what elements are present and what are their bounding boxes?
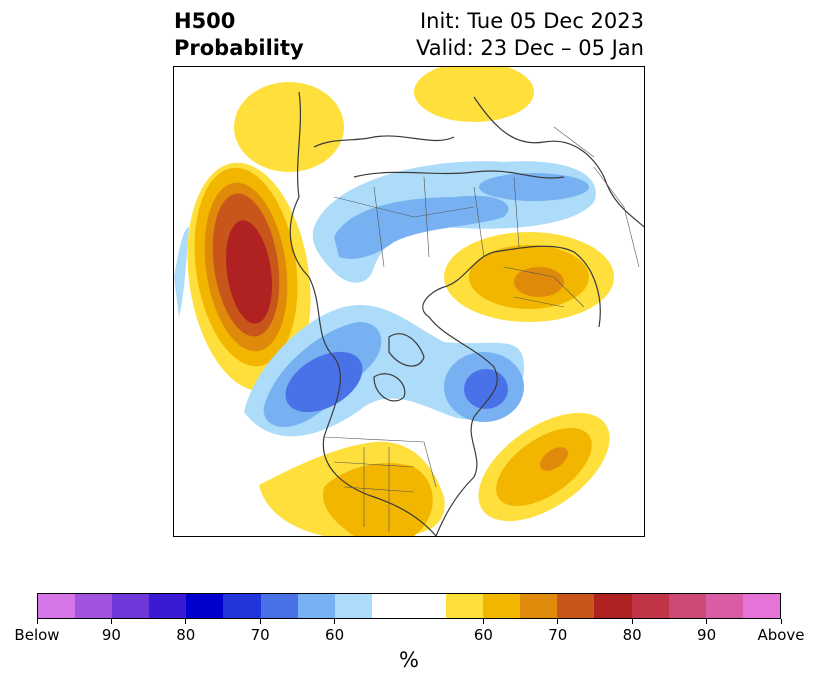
colorbar-tick <box>259 619 261 624</box>
political-borders <box>323 126 640 532</box>
colorbar-segment <box>75 594 113 618</box>
map-canvas <box>174 67 644 536</box>
eurasia-below-anomaly <box>312 161 596 283</box>
colorbar-segment <box>446 594 484 618</box>
colorbar-tick <box>110 619 112 624</box>
colorbar-tick <box>185 619 187 624</box>
colorbar-segment <box>371 594 409 618</box>
us-south-above-anomaly <box>259 441 445 536</box>
valid-date-range: Valid: 23 Dec – 05 Jan <box>415 36 644 60</box>
colorbar-segment <box>38 594 76 618</box>
colorbar-tick-label: Below <box>14 626 60 644</box>
colorbar-unit-label: % <box>399 648 419 672</box>
colorbar-tick <box>482 619 484 624</box>
colorbar-segment <box>594 594 632 618</box>
colorbar-segment <box>223 594 261 618</box>
date-info: Init: Tue 05 Dec 2023 Valid: 23 Dec – 05… <box>416 8 644 62</box>
colorbar <box>37 593 781 619</box>
title-line-2: Probability <box>174 36 304 60</box>
colorbar-tick-label: 70 <box>250 626 270 644</box>
atlantic-above-anomaly <box>478 412 610 522</box>
colorbar-segment <box>186 594 224 618</box>
colorbar-tick-label: 90 <box>697 626 717 644</box>
arctic-top-yellow <box>414 67 534 122</box>
colorbar-segment <box>631 594 669 618</box>
west-edge-below-sliver <box>174 227 189 317</box>
colorbar-tick <box>706 619 708 624</box>
colorbar-segment <box>408 594 447 618</box>
colorbar-segment <box>742 594 780 618</box>
colorbar-tick-label: 90 <box>101 626 121 644</box>
probability-map <box>173 66 645 537</box>
colorbar-segment <box>483 594 521 618</box>
colorbar-tick <box>36 619 38 624</box>
colorbar-tick-label: 80 <box>176 626 196 644</box>
colorbar-segment <box>149 594 187 618</box>
title-line-1: H500 <box>174 9 236 33</box>
colorbar-segment <box>260 594 298 618</box>
coastlines <box>289 91 644 536</box>
map-title: H500 Probability <box>174 8 304 62</box>
europe-above-anomaly <box>444 232 614 322</box>
colorbar-segment <box>297 594 335 618</box>
colorbar-tick <box>557 619 559 624</box>
pacific-above-anomaly <box>187 162 311 392</box>
colorbar-segment <box>705 594 743 618</box>
init-date: Init: Tue 05 Dec 2023 <box>419 9 644 33</box>
colorbar-tick <box>334 619 336 624</box>
colorbar-tick <box>780 619 782 624</box>
colorbar-tick-label: Above <box>757 626 805 644</box>
colorbar-segment <box>334 594 372 618</box>
colorbar-tick-label: 80 <box>622 626 642 644</box>
colorbar-segment <box>668 594 706 618</box>
alaska-yellow-region <box>234 82 344 172</box>
colorbar-segment <box>520 594 558 618</box>
anomaly-field <box>174 67 614 536</box>
colorbar-tick-label: 70 <box>548 626 568 644</box>
colorbar-segment <box>112 594 150 618</box>
colorbar-tick-label: 60 <box>473 626 493 644</box>
colorbar-tick <box>631 619 633 624</box>
north-america-below-anomaly <box>244 305 524 437</box>
colorbar-tick-label: 60 <box>325 626 345 644</box>
colorbar-segment <box>557 594 595 618</box>
